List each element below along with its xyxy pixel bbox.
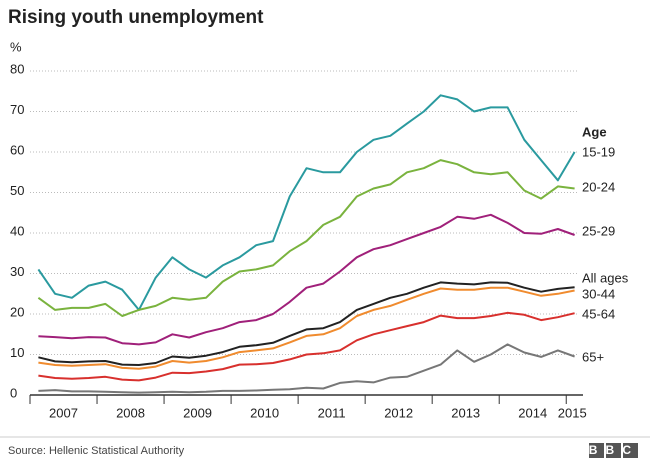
x-tick-label: 2011 (318, 405, 346, 420)
x-tick-label: 2014 (518, 405, 547, 420)
legend-title: Age (582, 124, 607, 139)
legend-label: 20-24 (582, 179, 615, 194)
x-tick-label: 2010 (250, 405, 279, 420)
x-tick-label: 2015 (558, 405, 587, 420)
series-line (38, 213, 575, 346)
chart-title: Rising youth unemployment (8, 7, 264, 28)
y-tick-label: 80 (10, 61, 24, 76)
series-line (38, 286, 575, 370)
logo: BBC (589, 443, 640, 458)
y-tick-label: 50 (10, 183, 24, 198)
x-tick-label: 2013 (451, 405, 480, 420)
legend-label: 25-29 (582, 223, 615, 238)
legend-label: 65+ (582, 349, 604, 364)
y-axis-label: % (10, 39, 22, 54)
legend-label: 15-19 (582, 144, 615, 159)
legend-label: All ages (582, 270, 629, 285)
x-tick-label: 2008 (116, 405, 145, 420)
y-tick-label: 0 (10, 385, 17, 400)
y-tick-label: 30 (10, 264, 24, 279)
x-tick-label: 2009 (183, 405, 212, 420)
y-tick-label: 10 (10, 345, 24, 360)
series-line (38, 343, 575, 394)
series-line (38, 281, 575, 366)
source: Source: Hellenic Statistical Authority (8, 445, 185, 457)
y-tick-label: 40 (10, 223, 24, 238)
x-tick-label: 2007 (49, 405, 78, 420)
legend-label: 45-64 (582, 306, 615, 321)
x-tick-label: 2012 (384, 405, 413, 420)
legend-label: 30-44 (582, 286, 615, 301)
series-line (37, 159, 575, 317)
y-tick-label: 70 (10, 102, 24, 117)
series-line (37, 94, 576, 311)
y-tick-label: 20 (10, 304, 24, 319)
y-tick-label: 60 (10, 142, 24, 157)
series-line (38, 311, 575, 382)
logo-text: BBC (589, 443, 640, 457)
